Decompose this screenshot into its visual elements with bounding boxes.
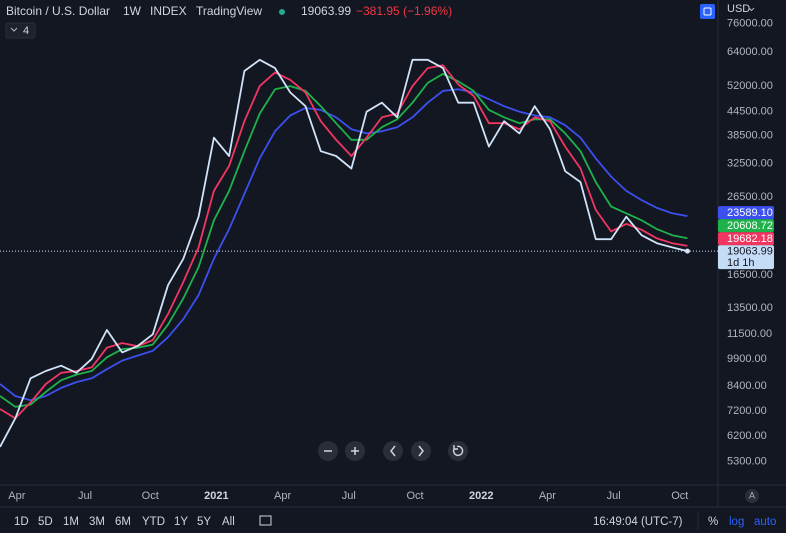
indicator-count: 4: [23, 25, 29, 37]
header-change: −381.95 (−1.96%): [356, 4, 452, 18]
last-price-box: [718, 245, 774, 270]
x-tick-label: Jul: [607, 490, 621, 502]
y-tick-label: 16500.00: [727, 269, 773, 281]
x-tick-label: Oct: [406, 490, 423, 502]
left-icon: [390, 445, 396, 457]
value-label: 19682.18: [727, 233, 773, 245]
auto-toggle[interactable]: auto: [754, 516, 776, 528]
y-tick-label: 64000.00: [727, 46, 773, 58]
range-button[interactable]: 5Y: [197, 516, 211, 528]
range-button[interactable]: 1Y: [174, 516, 188, 528]
x-tick-label: Apr: [539, 490, 556, 502]
range-buttons: 1D 5D 1M 3M 6M YTD 1Y 5Y All: [14, 516, 235, 528]
range-button[interactable]: All: [222, 516, 235, 528]
value-box: [718, 232, 774, 246]
range-button[interactable]: 6M: [115, 516, 131, 528]
y-tick-label: 13500.00: [727, 302, 773, 314]
layout-button[interactable]: [700, 4, 715, 19]
scale-mode: A: [749, 490, 755, 500]
x-tick-label: Jul: [342, 490, 356, 502]
indicator-toggle[interactable]: [5, 22, 36, 39]
last-price-label: 19063.99: [727, 246, 773, 258]
exchange: INDEX: [150, 4, 187, 18]
x-tick-label: Apr: [8, 490, 25, 502]
header-last-price: 19063.99: [301, 4, 351, 18]
reset-button[interactable]: [448, 441, 468, 461]
date-range-icon[interactable]: [259, 515, 272, 526]
price-line: [0, 58, 688, 448]
range-button[interactable]: 3M: [89, 516, 105, 528]
last-price-dot: [684, 248, 690, 254]
y-tick-label: 52000.00: [727, 80, 773, 92]
market-status-dot: [279, 9, 285, 15]
value-label: 23589.10: [727, 207, 773, 219]
y-tick-label: 8400.00: [727, 380, 767, 392]
symbol-title[interactable]: Bitcoin / U.S. Dollar: [6, 4, 110, 18]
reset-icon: [452, 445, 464, 457]
x-tick-label: Oct: [671, 490, 688, 502]
currency[interactable]: USD: [727, 3, 750, 15]
range-button[interactable]: 1D: [14, 516, 29, 528]
value-label: 20608.72: [727, 220, 773, 232]
scale-mode-button[interactable]: [745, 489, 759, 503]
range-button[interactable]: YTD: [142, 516, 165, 528]
x-tick-label: 2022: [469, 490, 493, 502]
y-tick-label: 11500.00: [727, 328, 772, 340]
scroll-left-button[interactable]: [383, 441, 403, 461]
moving-average-line: [0, 73, 688, 408]
x-tick-label: Jul: [78, 490, 92, 502]
y-tick-label: 6200.00: [727, 430, 767, 442]
value-box: [718, 206, 774, 220]
chevron-icon: [10, 27, 18, 32]
percent-toggle[interactable]: %: [708, 516, 718, 528]
log-toggle[interactable]: log: [729, 516, 744, 528]
plot-area: [0, 58, 718, 448]
y-tick-label: 26500.00: [727, 191, 773, 203]
countdown-label: 1d 1h: [727, 257, 755, 269]
x-tick-label: 2021: [204, 490, 228, 502]
navigation-buttons: [318, 441, 468, 461]
right-icon: [418, 445, 424, 457]
chevron-icon: [748, 7, 755, 12]
y-tick-label: 7200.00: [727, 405, 767, 417]
range-button[interactable]: 1M: [63, 516, 79, 528]
moving-average-line: [0, 88, 688, 402]
y-tick-label: 5300.00: [727, 456, 767, 468]
moving-average-line: [0, 64, 688, 420]
scroll-right-button[interactable]: [411, 441, 431, 461]
interval[interactable]: 1W: [123, 4, 142, 18]
value-box: [718, 219, 774, 233]
clock: 16:49:04 (UTC-7): [593, 516, 683, 528]
plus-icon: [351, 447, 359, 455]
range-button[interactable]: 5D: [38, 516, 53, 528]
source: TradingView: [196, 4, 262, 18]
y-tick-label: 32500.00: [727, 157, 773, 169]
y-tick-label: 76000.00: [727, 18, 773, 30]
y-tick-label: 38500.00: [727, 129, 773, 141]
x-tick-label: Oct: [142, 490, 159, 502]
layout-icon: [703, 7, 712, 16]
x-tick-label: Apr: [274, 490, 291, 502]
y-tick-label: 44500.00: [727, 106, 773, 118]
y-tick-label: 9900.00: [727, 353, 767, 365]
